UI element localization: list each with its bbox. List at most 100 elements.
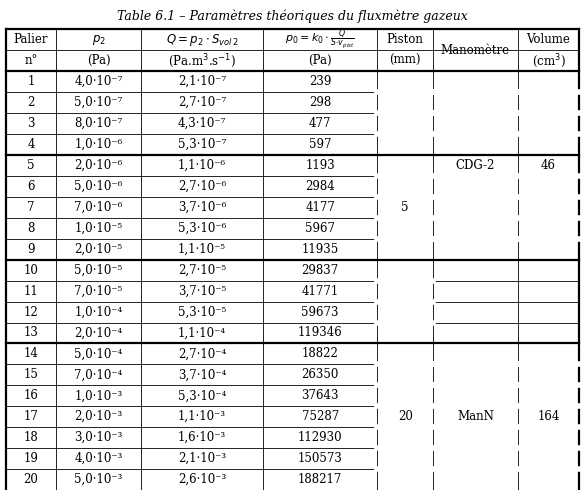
- Text: 164: 164: [537, 410, 560, 423]
- Text: 239: 239: [309, 75, 331, 88]
- Text: 26350: 26350: [301, 368, 339, 381]
- Text: 5967: 5967: [305, 222, 335, 235]
- Text: 5: 5: [27, 159, 35, 172]
- Text: (Pa): (Pa): [87, 54, 111, 67]
- Text: n°: n°: [25, 54, 37, 67]
- Text: 19: 19: [23, 452, 39, 465]
- Text: 2984: 2984: [305, 180, 335, 193]
- Text: 20: 20: [398, 410, 412, 423]
- Text: 18822: 18822: [302, 347, 339, 361]
- Text: 597: 597: [309, 138, 332, 151]
- Text: (cm$^3$): (cm$^3$): [532, 52, 565, 70]
- Text: 5,3·10⁻⁴: 5,3·10⁻⁴: [178, 389, 226, 402]
- Text: 2,7·10⁻⁴: 2,7·10⁻⁴: [178, 347, 226, 361]
- Text: (Pa.m$^3$.s$^{-1}$): (Pa.m$^3$.s$^{-1}$): [168, 52, 236, 70]
- Text: (Pa): (Pa): [308, 54, 332, 67]
- Text: 3,7·10⁻⁶: 3,7·10⁻⁶: [178, 201, 226, 214]
- Text: 20: 20: [23, 473, 39, 486]
- Text: 1,1·10⁻⁵: 1,1·10⁻⁵: [178, 243, 226, 256]
- Text: 46: 46: [541, 159, 556, 172]
- Text: 1,1·10⁻⁴: 1,1·10⁻⁴: [178, 326, 226, 340]
- Text: 8,0·10⁻⁷: 8,0·10⁻⁷: [74, 117, 123, 130]
- Text: 4: 4: [27, 138, 35, 151]
- Text: 4,0·10⁻³: 4,0·10⁻³: [74, 452, 123, 465]
- Text: 1193: 1193: [305, 159, 335, 172]
- Text: 3,7·10⁻⁴: 3,7·10⁻⁴: [178, 368, 226, 381]
- Text: 2,0·10⁻³: 2,0·10⁻³: [74, 410, 123, 423]
- Text: 8: 8: [27, 222, 35, 235]
- Text: 10: 10: [23, 264, 39, 277]
- Text: $Q = p_2 \cdot S_{vol\,2}$: $Q = p_2 \cdot S_{vol\,2}$: [166, 32, 238, 48]
- Text: Manomètre: Manomètre: [441, 44, 510, 57]
- Text: 12: 12: [23, 306, 39, 318]
- Text: 2,0·10⁻⁴: 2,0·10⁻⁴: [74, 326, 123, 340]
- Text: CDG-2: CDG-2: [456, 159, 495, 172]
- Text: 2,0·10⁻⁶: 2,0·10⁻⁶: [74, 159, 123, 172]
- Text: 3,0·10⁻³: 3,0·10⁻³: [74, 431, 123, 444]
- Text: 2,1·10⁻⁷: 2,1·10⁻⁷: [178, 75, 226, 88]
- Text: 7: 7: [27, 201, 35, 214]
- Text: 2: 2: [27, 96, 35, 109]
- Text: 75287: 75287: [302, 410, 339, 423]
- Text: 188217: 188217: [298, 473, 342, 486]
- Text: 59673: 59673: [301, 306, 339, 318]
- Text: 4,3·10⁻⁷: 4,3·10⁻⁷: [178, 117, 226, 130]
- Text: 13: 13: [23, 326, 39, 340]
- Text: Piston: Piston: [387, 33, 424, 47]
- Text: 5: 5: [401, 201, 409, 214]
- Text: Volume: Volume: [526, 33, 570, 47]
- Text: 2,7·10⁻⁷: 2,7·10⁻⁷: [178, 96, 226, 109]
- Text: 3,7·10⁻⁵: 3,7·10⁻⁵: [178, 285, 226, 297]
- Text: 1,0·10⁻³: 1,0·10⁻³: [74, 389, 123, 402]
- Text: 119346: 119346: [298, 326, 343, 340]
- Text: 477: 477: [309, 117, 332, 130]
- Text: 41771: 41771: [302, 285, 339, 297]
- Text: 37643: 37643: [301, 389, 339, 402]
- Text: 150573: 150573: [298, 452, 343, 465]
- Text: 1,0·10⁻⁶: 1,0·10⁻⁶: [74, 138, 123, 151]
- Text: 7,0·10⁻⁶: 7,0·10⁻⁶: [74, 201, 123, 214]
- Text: 7,0·10⁻⁴: 7,0·10⁻⁴: [74, 368, 123, 381]
- Text: 15: 15: [23, 368, 39, 381]
- Text: 4,0·10⁻⁷: 4,0·10⁻⁷: [74, 75, 123, 88]
- Text: 9: 9: [27, 243, 35, 256]
- Text: 2,7·10⁻⁵: 2,7·10⁻⁵: [178, 264, 226, 277]
- Text: 17: 17: [23, 410, 39, 423]
- Text: 3: 3: [27, 117, 35, 130]
- Text: 5,0·10⁻⁵: 5,0·10⁻⁵: [74, 264, 123, 277]
- Text: 2,7·10⁻⁶: 2,7·10⁻⁶: [178, 180, 226, 193]
- Text: 5,3·10⁻⁶: 5,3·10⁻⁶: [178, 222, 226, 235]
- Text: 298: 298: [309, 96, 331, 109]
- Text: 1,0·10⁻⁵: 1,0·10⁻⁵: [74, 222, 123, 235]
- Text: 5,3·10⁻⁷: 5,3·10⁻⁷: [178, 138, 226, 151]
- Text: 4177: 4177: [305, 201, 335, 214]
- Text: Palier: Palier: [13, 33, 48, 47]
- Text: Table 6.1 – Paramètres théoriques du fluxmètre gazeux: Table 6.1 – Paramètres théoriques du flu…: [117, 9, 468, 23]
- Text: 18: 18: [23, 431, 39, 444]
- Text: 5,0·10⁻³: 5,0·10⁻³: [74, 473, 123, 486]
- Text: 112930: 112930: [298, 431, 342, 444]
- Text: 14: 14: [23, 347, 39, 361]
- Text: 1,1·10⁻³: 1,1·10⁻³: [178, 410, 226, 423]
- Text: 29837: 29837: [302, 264, 339, 277]
- Text: 1,0·10⁻⁴: 1,0·10⁻⁴: [74, 306, 123, 318]
- Text: 5,0·10⁻⁴: 5,0·10⁻⁴: [74, 347, 123, 361]
- Text: 11935: 11935: [302, 243, 339, 256]
- Text: $p_0 = k_0 \cdot \frac{Q}{S{\cdot}v_{pist}}$: $p_0 = k_0 \cdot \frac{Q}{S{\cdot}v_{pis…: [285, 27, 355, 52]
- Text: $p_2$: $p_2$: [92, 33, 105, 47]
- Text: 1,6·10⁻³: 1,6·10⁻³: [178, 431, 226, 444]
- Text: 11: 11: [23, 285, 39, 297]
- Text: 5,0·10⁻⁶: 5,0·10⁻⁶: [74, 180, 123, 193]
- Text: 1,1·10⁻⁶: 1,1·10⁻⁶: [178, 159, 226, 172]
- Text: 7,0·10⁻⁵: 7,0·10⁻⁵: [74, 285, 123, 297]
- Text: 1: 1: [27, 75, 35, 88]
- Text: 2,1·10⁻³: 2,1·10⁻³: [178, 452, 226, 465]
- Text: 5,3·10⁻⁵: 5,3·10⁻⁵: [178, 306, 226, 318]
- Text: 2,0·10⁻⁵: 2,0·10⁻⁵: [74, 243, 123, 256]
- Text: 5,0·10⁻⁷: 5,0·10⁻⁷: [74, 96, 123, 109]
- Text: (mm): (mm): [390, 54, 421, 67]
- Text: ManN: ManN: [457, 410, 494, 423]
- Text: 2,6·10⁻³: 2,6·10⁻³: [178, 473, 226, 486]
- Text: 16: 16: [23, 389, 39, 402]
- Text: 6: 6: [27, 180, 35, 193]
